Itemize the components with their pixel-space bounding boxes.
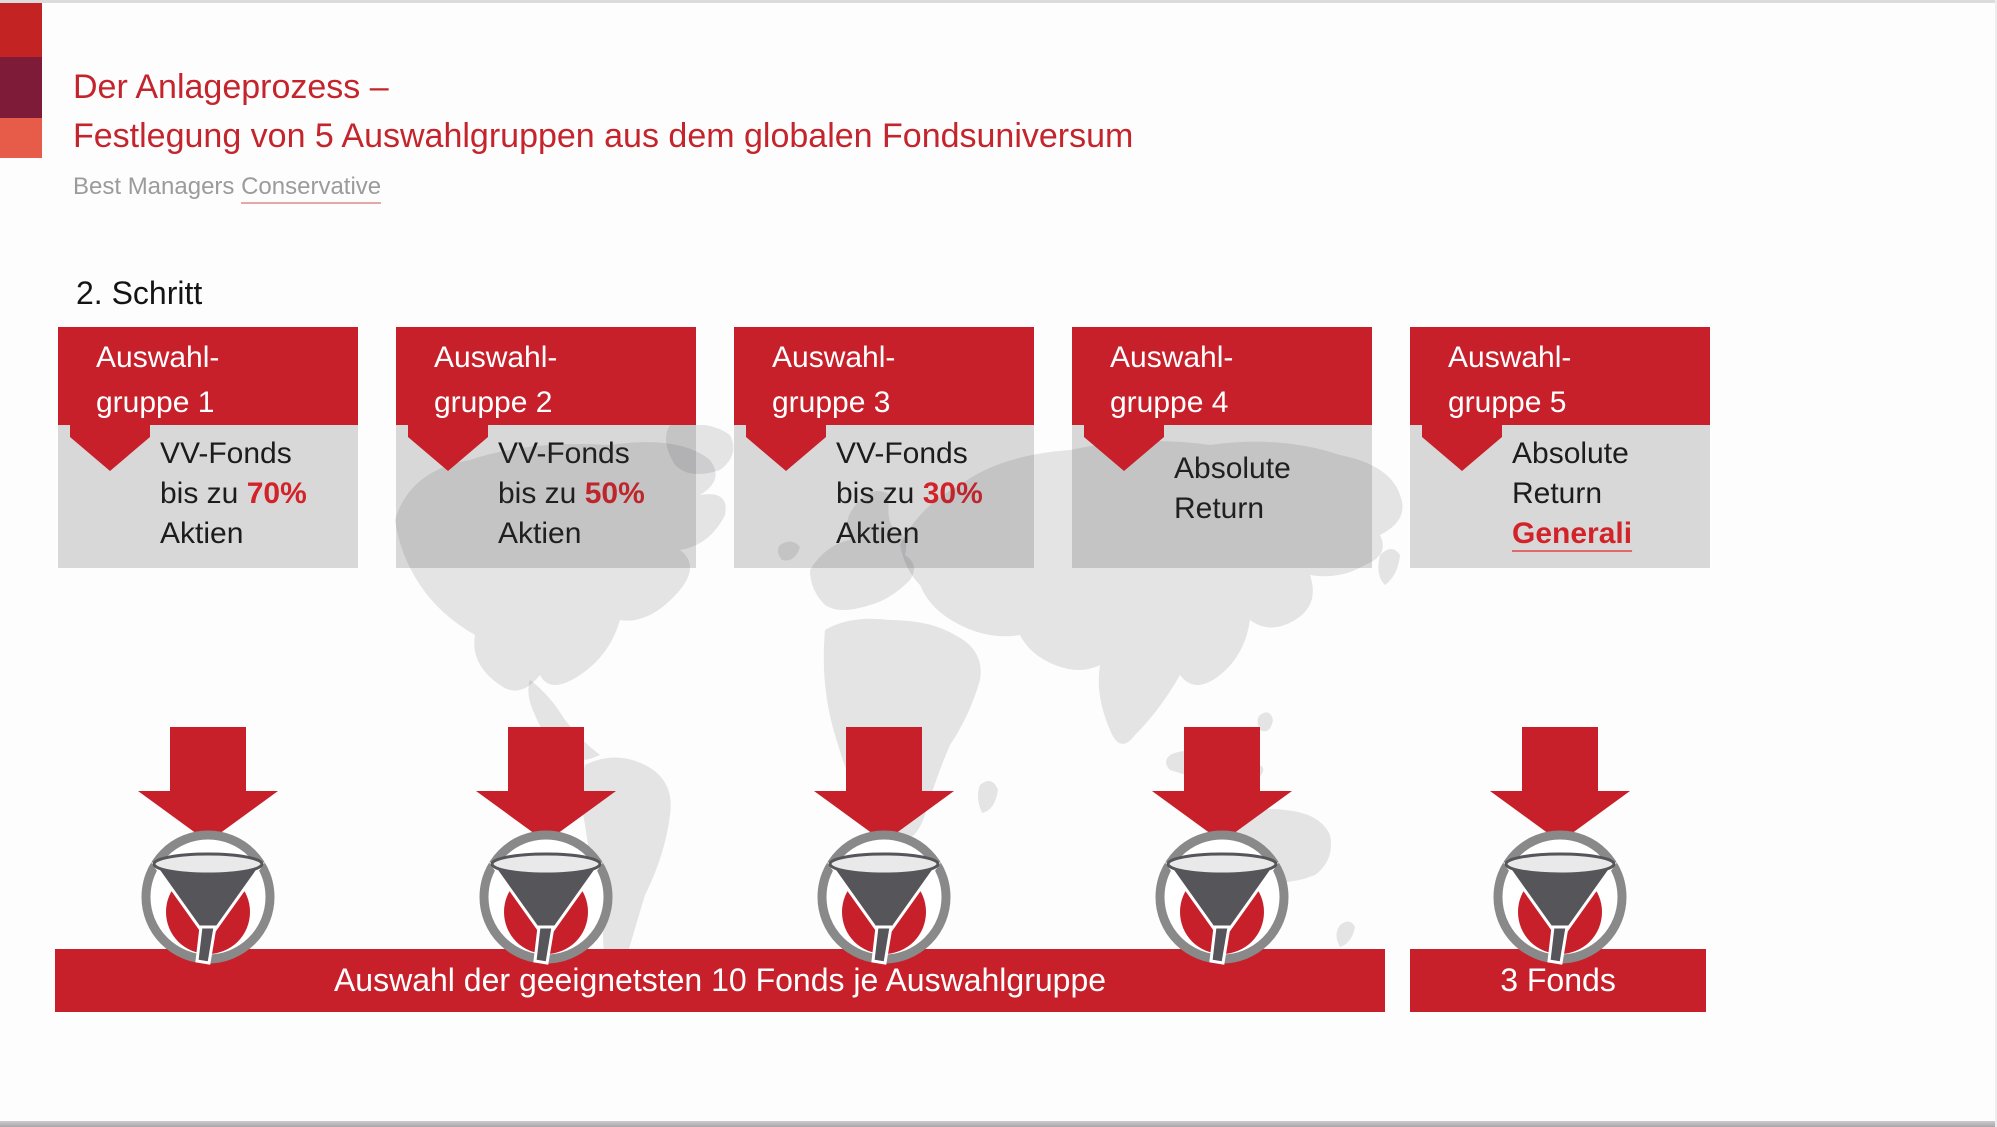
arrow-down-icon: [1490, 727, 1630, 842]
group-5-body-line1: Absolute: [1512, 437, 1629, 470]
group-4-header: Auswahl- gruppe 4: [1072, 327, 1372, 425]
auswahlgruppe-3-box: Auswahl- gruppe 3 VV-Fonds bis zu 30% Ak…: [734, 327, 1034, 568]
group-2-header-line2: gruppe 2: [434, 386, 553, 419]
group-1-body-line3: Aktien: [160, 517, 244, 550]
brand-strip-red-block: [0, 3, 42, 57]
group-1-header-line2: gruppe 1: [96, 386, 215, 419]
group-2-header: Auswahl- gruppe 2: [396, 327, 696, 425]
step-label: 2. Schritt: [76, 275, 203, 311]
slide-subtitle: Best Managers Conservative: [73, 170, 382, 204]
auswahlgruppe-5-box: Auswahl- gruppe 5 Absolute Return Genera…: [1410, 327, 1710, 568]
arrow-down-icon: [1152, 727, 1292, 842]
group-5-generali-label: Generali: [1512, 517, 1633, 550]
group-3-body-line2: bis zu 30%: [836, 477, 983, 510]
funnel-icon: [1155, 830, 1289, 965]
arrow-down-icon: [138, 727, 278, 842]
group-5-header: Auswahl- gruppe 5: [1410, 327, 1710, 425]
subtitle-underlined: Conservative: [241, 173, 382, 204]
group-1-body-line2: bis zu 70%: [160, 477, 307, 510]
auswahlgruppe-4-box: Auswahl- gruppe 4 Absolute Return: [1072, 327, 1372, 568]
group-3-header: Auswahl- gruppe 3: [734, 327, 1034, 425]
group-1-header: Auswahl- gruppe 1: [58, 327, 358, 425]
group-5-header-line1: Auswahl-: [1448, 341, 1572, 374]
brand-strip-maroon-block: [0, 57, 42, 118]
brand-color-strip: [0, 3, 42, 158]
group-4-header-line2: gruppe 4: [1110, 386, 1229, 419]
funnel-icon: [479, 830, 613, 965]
group-5-body-line3: Generali: [1512, 514, 1710, 554]
group-1-header-line1: Auswahl-: [96, 341, 220, 374]
group-2-body-line1: VV-Fonds: [498, 437, 630, 470]
group-3-pointer-icon: [746, 424, 826, 471]
group-1-pointer-icon: [70, 424, 150, 471]
group-3-body-line3: Aktien: [836, 517, 920, 550]
title-line-1: Der Anlageprozess –: [73, 68, 389, 106]
group-4-body-line1: Absolute: [1174, 452, 1291, 485]
bottom-edge-line: [0, 1121, 1997, 1127]
group-1-percent-value: 70%: [246, 477, 307, 510]
main-result-bar: Auswahl der geeignetsten 10 Fonds je Aus…: [55, 949, 1385, 1012]
auswahlgruppe-1-box: Auswahl- gruppe 1 VV-Fonds bis zu 70% Ak…: [58, 327, 358, 568]
group-4-body-line2: Return: [1174, 492, 1265, 525]
group-4-header-line1: Auswahl-: [1110, 341, 1234, 374]
group-2-pointer-icon: [408, 424, 488, 471]
funnel-icon: [141, 830, 275, 965]
group-3-body-line1: VV-Fonds: [836, 437, 968, 470]
subtitle-prefix: Best Managers: [73, 173, 242, 200]
group-1-body: VV-Fonds bis zu 70% Aktien: [58, 425, 358, 568]
arrow-down-icon: [476, 727, 616, 842]
group-3-header-line1: Auswahl-: [772, 341, 896, 374]
group-2-header-line1: Auswahl-: [434, 341, 558, 374]
group-5-header-line2: gruppe 5: [1448, 386, 1567, 419]
title-line-2: Festlegung von 5 Auswahlgruppen aus dem …: [73, 117, 1134, 155]
group-2-body-line2: bis zu 50%: [498, 477, 645, 510]
group-5-pointer-icon: [1422, 424, 1502, 471]
group-2-percent-value: 50%: [584, 477, 645, 510]
arrow-down-icon: [814, 727, 954, 842]
group-4-pointer-icon: [1084, 424, 1164, 471]
brand-strip-coral-block: [0, 118, 42, 158]
funnel-icon: [1493, 830, 1627, 965]
right-edge-line: [1995, 0, 1997, 1127]
auswahlgruppe-2-box: Auswahl- gruppe 2 VV-Fonds bis zu 50% Ak…: [396, 327, 696, 568]
group-3-header-line2: gruppe 3: [772, 386, 891, 419]
group-1-body-line1: VV-Fonds: [160, 437, 292, 470]
funnel-icon: [817, 830, 951, 965]
top-edge-line: [0, 0, 1997, 3]
page-title: Der Anlageprozess – Festlegung von 5 Aus…: [73, 63, 1133, 161]
group-2-body-line3: Aktien: [498, 517, 582, 550]
group-5-body-line2: Return: [1512, 477, 1603, 510]
group-3-percent-value: 30%: [922, 477, 983, 510]
